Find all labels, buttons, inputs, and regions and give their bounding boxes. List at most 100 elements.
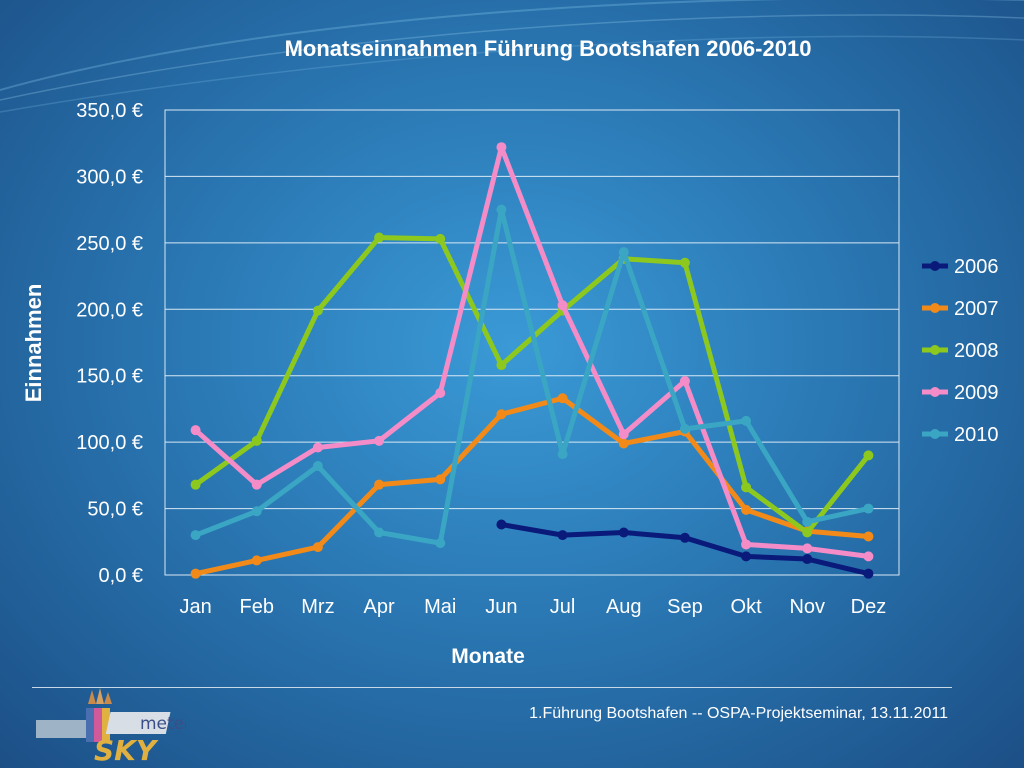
y-tick-label: 300,0 € [76,166,143,188]
data-point [863,568,874,579]
series-line [193,395,871,577]
data-point [190,425,201,436]
data-point [679,423,690,434]
data-point [618,247,629,258]
data-point [557,449,568,460]
x-tick-label: Feb [240,596,274,618]
legend-item: 2006 [922,256,999,278]
legend: 2006 2007 2008 2009 2010 [922,256,999,446]
y-tick-label: 100,0 € [76,432,143,454]
series-2006 [496,519,874,579]
data-point [863,503,874,514]
data-point [741,504,752,515]
data-point [312,305,323,316]
series-layer [190,142,874,579]
data-point [251,506,262,517]
x-tick-label: Apr [364,596,395,618]
chart-title: Monatseinnahmen Führung Bootshafen 2006-… [285,36,812,61]
series-line [193,144,871,559]
data-point [251,555,262,566]
legend-marker [930,303,940,313]
legend-label: 2010 [954,424,999,446]
data-point [496,519,507,530]
y-tick-label: 200,0 € [76,299,143,321]
background-swoosh [0,35,1024,113]
x-tick-label: Mai [424,596,456,618]
x-tick-label: Aug [606,596,642,618]
x-tick-label: Jun [485,596,517,618]
x-axis-label: Monate [451,645,525,668]
legend-item: 2008 [922,340,999,362]
legend-label: 2006 [954,256,999,278]
x-tick-label: Jan [179,596,211,618]
data-point [863,551,874,562]
legend-label: 2008 [954,340,999,362]
x-tick-label: Okt [731,596,763,618]
data-point [802,543,813,554]
data-point [312,461,323,472]
legend-label: 2009 [954,382,999,404]
legend-marker [930,387,940,397]
svg-text:SKY: SKY [94,734,159,766]
data-point [496,142,507,153]
data-point [312,442,323,453]
footer-text: 1.Führung Bootshafen -- OSPA-Projektsemi… [529,705,948,722]
data-point [618,438,629,449]
series-2008 [190,232,874,538]
x-tick-label: Dez [851,596,887,618]
data-point [374,435,385,446]
data-point [679,376,690,387]
data-point [557,530,568,541]
data-point [190,479,201,490]
x-tick-label: Mrz [301,596,334,618]
data-point [496,409,507,420]
data-point [435,387,446,398]
data-point [557,393,568,404]
y-tick-label: 350,0 € [76,100,143,122]
series-line [193,207,871,546]
data-point [374,479,385,490]
y-tick-label: 250,0 € [76,233,143,255]
y-tick-label: 0,0 € [99,565,143,587]
data-point [618,527,629,538]
data-point [190,568,201,579]
legend-item: 2010 [922,424,999,446]
legend-marker [930,429,940,439]
background-swoosh [0,14,1024,101]
data-point [251,435,262,446]
gridlines [165,109,899,576]
data-point [374,232,385,243]
y-axis-ticks: 0,0 € 50,0 € 100,0 € 150,0 € 200,0 € 250,0 € 3… [76,100,143,587]
data-point [863,531,874,542]
data-point [435,538,446,549]
series-2010 [190,204,874,549]
x-tick-label: Sep [667,596,703,618]
legend-item: 2009 [922,382,999,404]
legend-label: 2007 [954,298,999,320]
y-axis-label: Einnahmen [21,284,46,403]
data-point [679,257,690,268]
x-tick-label: Jul [550,596,576,618]
data-point [863,450,874,461]
svg-text:meteo: meteo [140,714,186,734]
data-point [741,415,752,426]
data-point [190,530,201,541]
data-point [496,360,507,371]
legend-item: 2007 [922,298,999,320]
series-line [193,235,871,535]
data-point [618,429,629,440]
series-2009 [190,142,874,562]
data-point [435,474,446,485]
data-point [496,204,507,215]
data-point [312,542,323,553]
data-point [802,516,813,527]
data-point [802,527,813,538]
x-tick-label: Nov [789,596,825,618]
data-point [741,551,752,562]
meteosky-logo: meteo SKY [36,688,186,766]
data-point [251,479,262,490]
data-point [802,554,813,565]
y-tick-label: 150,0 € [76,366,143,388]
data-point [741,482,752,493]
